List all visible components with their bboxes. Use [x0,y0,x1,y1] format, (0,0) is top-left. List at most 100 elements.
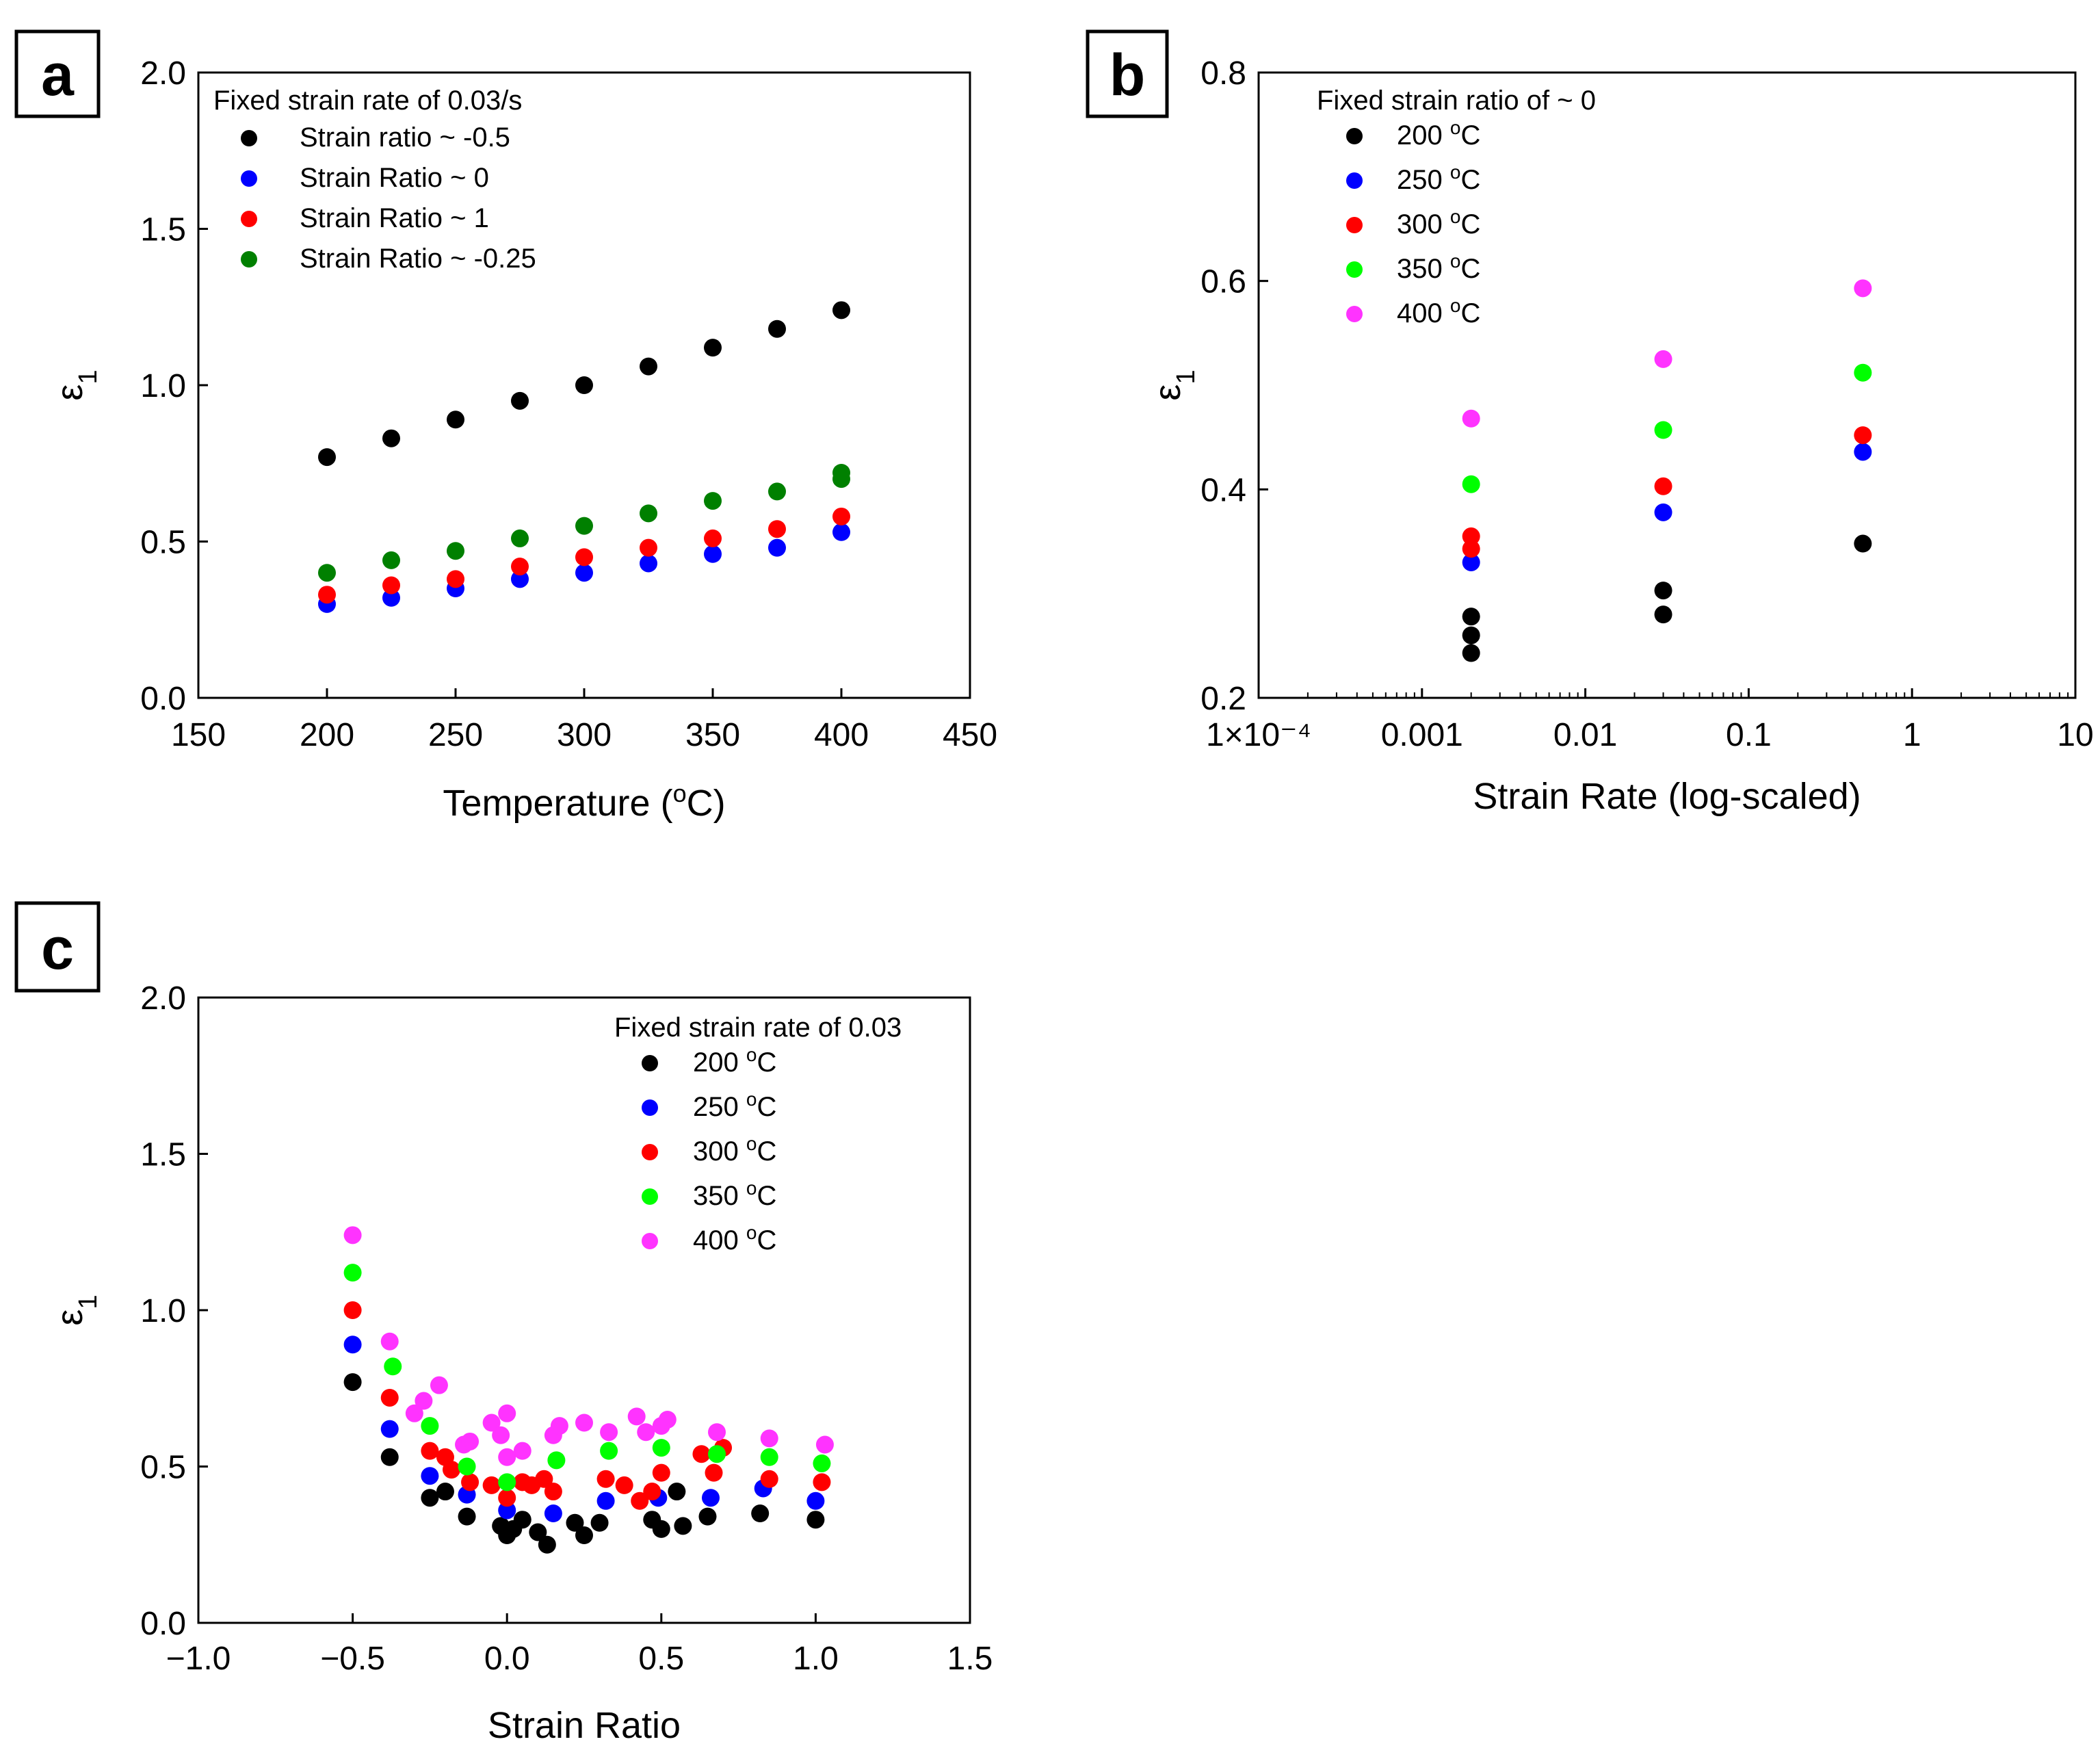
point-c-series-1 [380,1448,399,1466]
legend-label: 200 oC [1397,117,1480,151]
point-c-series-4 [384,1357,402,1376]
point-c-series-1 [806,1511,825,1529]
point-a-series-3 [768,520,786,538]
legend-marker [642,1233,658,1249]
point-c-series-3 [705,1463,723,1482]
point-c-series-5 [637,1423,655,1442]
point-a-series-4 [382,551,400,569]
point-c-series-5 [600,1423,618,1442]
point-c-series-4 [498,1473,516,1491]
legend-label: 350 oC [693,1177,776,1212]
y-tick-label: 0.5 [140,1450,186,1486]
y-tick-label: 0.8 [1200,55,1246,92]
point-a-series-1 [511,391,529,410]
panel-c-letter: c [41,916,74,982]
legend-label: 400 oC [1397,295,1480,329]
x-tick-label: 0.0 [484,1641,530,1677]
point-c-series-1 [566,1513,584,1532]
point-c-series-5 [461,1432,480,1450]
point-c-series-3 [615,1476,633,1494]
legend-title: Fixed strain rate of 0.03 [614,1013,902,1043]
point-a-series-2 [575,564,593,582]
point-c-series-5 [498,1448,516,1466]
point-c-series-5 [430,1376,448,1394]
point-b-series-5 [1654,350,1672,368]
x-axis-label: Strain Ratio [488,1705,681,1746]
x-tick-label: 400 [814,717,869,753]
y-tick-label: 0.4 [1200,472,1246,508]
panel-a-plot: 0.0 0.5 1.0 1.5 2.0 150 200 250 300 350 400 450 ε1 Te… [49,55,997,824]
point-c-series-1 [538,1535,556,1554]
point-c-series-3 [461,1473,480,1491]
plot-frame-b [1257,71,2077,699]
point-c-series-3 [813,1473,831,1491]
point-c-series-5 [380,1332,399,1351]
point-c-series-1 [421,1489,439,1507]
legend-label: Strain Ratio ~ 0 [300,163,489,193]
legend-label: 400 oC [693,1222,776,1256]
point-c-series-5 [498,1404,516,1422]
point-c-series-1 [458,1507,476,1526]
legend-title: Fixed strain rate of 0.03/s [213,86,522,116]
point-c-series-1 [668,1483,686,1501]
x-tick-label: 1×10⁻⁴ [1206,717,1311,753]
point-b-series-4 [1854,363,1872,382]
point-a-series-3 [575,548,593,566]
point-c-series-5 [708,1423,726,1442]
legend-label: Strain Ratio ~ 1 [300,203,489,233]
point-a-series-3 [832,507,850,525]
point-c-series-5 [513,1442,531,1460]
point-c-series-4 [708,1445,726,1463]
point-a-series-2 [832,523,850,541]
point-c-series-3 [535,1470,553,1488]
x-tick-label: −1.0 [166,1641,231,1677]
panel-b-letter-box [1086,29,1169,118]
x-tick-label: 1 [1903,717,1921,753]
legend-marker [241,251,257,268]
point-c-series-1 [590,1513,609,1532]
point-c-series-5 [575,1413,593,1432]
point-c-series-2 [380,1420,399,1438]
point-a-series-1 [768,320,786,338]
point-b-series-5 [1462,409,1480,428]
point-c-series-2 [596,1491,615,1510]
y-tick-label: 1.5 [140,1137,186,1173]
point-c-series-3 [343,1301,362,1319]
point-a-series-3 [382,576,400,595]
point-a-series-1 [704,339,722,357]
x-tick-label: 350 [685,717,740,753]
legend-label: 350 oC [1397,250,1480,285]
point-a-series-3 [640,538,657,557]
point-c-series-5 [815,1435,834,1454]
point-c-series-3 [442,1461,460,1479]
panel-c-letter-box [14,901,101,993]
point-c-series-5 [405,1404,423,1422]
point-a-series-4 [575,517,593,535]
legend-label: 250 oC [1397,161,1480,196]
point-b-series-3 [1462,540,1480,558]
point-a-series-4 [640,504,657,523]
y-tick-label: 1.0 [140,1293,186,1329]
point-c-series-5 [627,1407,646,1426]
point-a-series-4 [318,564,336,582]
x-tick-label: 150 [171,717,226,753]
point-c-series-3 [596,1470,615,1488]
legend-label: Strain Ratio ~ -0.25 [300,244,536,274]
point-c-series-1 [698,1507,717,1526]
point-b-series-3 [1654,477,1672,495]
point-c-series-4 [458,1457,476,1476]
point-c-series-5 [550,1417,568,1435]
point-a-series-1 [382,429,400,447]
y-tick-label: 2.0 [140,980,186,1017]
y-axis-label: ε1 [49,369,103,400]
point-c-series-4 [421,1417,439,1435]
point-c-series-2 [421,1467,439,1485]
panel-a: a 0.0 0.5 1.0 1.5 2.0 150 200 250 300 350 400 450 ε1… [14,29,997,824]
point-c-series-5 [760,1429,778,1448]
point-b-series-5 [1854,279,1872,298]
point-c-series-2 [498,1501,516,1520]
point-b-series-1 [1654,582,1672,600]
x-tick-label: 1.0 [793,1641,839,1677]
y-tick-label: 0.6 [1200,264,1246,300]
legend-label: 300 oC [1397,206,1480,240]
